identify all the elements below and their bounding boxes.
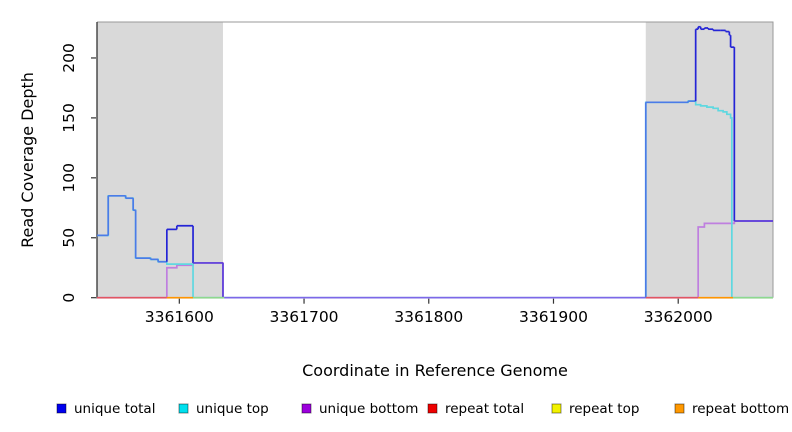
x-tick-label: 3361900 (519, 308, 588, 326)
x-tick-label: 3361700 (270, 308, 339, 326)
x-tick-label: 3361600 (145, 308, 214, 326)
legend-label: unique total (74, 401, 155, 417)
legend-label: unique top (196, 401, 269, 417)
y-tick-label: 0 (60, 293, 78, 303)
y-tick-label: 200 (60, 43, 78, 73)
legend-label: repeat total (445, 401, 524, 417)
y-tick-label: 100 (60, 163, 78, 193)
legend-label: repeat top (569, 401, 639, 417)
x-axis-title: Coordinate in Reference Genome (302, 361, 568, 380)
x-tick-label: 3362000 (644, 308, 713, 326)
legend-swatch-repeat-top (551, 403, 562, 414)
legend-swatch-repeat-total (427, 403, 438, 414)
legend-swatch-unique-total (56, 403, 67, 414)
plot-box-border (97, 21, 774, 298)
legend-label: repeat bottom (692, 401, 789, 417)
data-series (97, 25, 773, 299)
plot-box (96, 21, 774, 299)
x-tick-label: 3361800 (394, 308, 463, 326)
y-tick-label: 150 (60, 103, 78, 133)
y-tick-label: 50 (60, 228, 78, 248)
legend-label: unique bottom (319, 401, 418, 417)
gray-region (97, 22, 223, 299)
legend-swatch-repeat-bottom (674, 403, 685, 414)
highlighted-regions (97, 22, 773, 299)
gray-region (645, 22, 773, 299)
axis-ticks: 3361600 3361700 3361800 3361900 3362000 0 50 10… (60, 43, 713, 326)
y-axis-title: Read Coverage Depth (18, 72, 37, 248)
legend-swatch-unique-top (178, 403, 189, 414)
legend-swatch-unique-bottom (301, 403, 312, 414)
legend: unique total unique top unique bottom repea… (56, 401, 789, 417)
